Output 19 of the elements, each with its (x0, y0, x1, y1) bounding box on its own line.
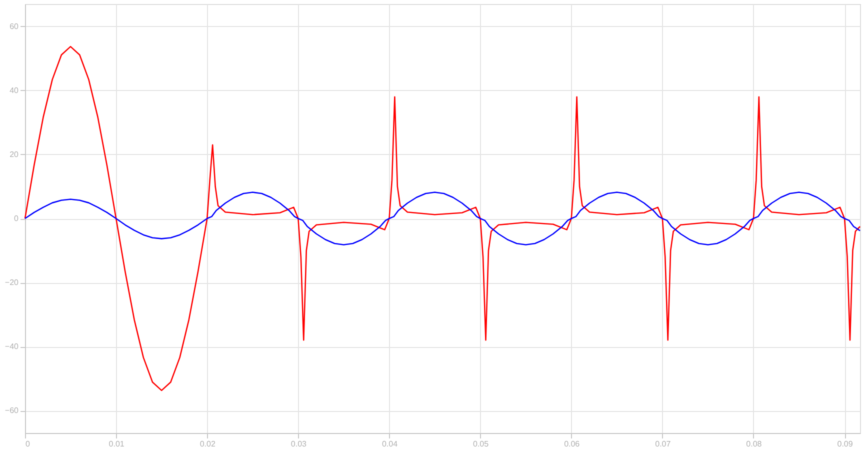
x-tick-label: 0 (26, 440, 30, 448)
x-tick-label: 0.04 (382, 440, 398, 448)
line-series (24, 46, 861, 392)
line-series (24, 192, 861, 246)
x-tick-label: 0.03 (290, 440, 308, 448)
y-tick-label: −60 (4, 406, 20, 416)
y-tick-label: −20 (4, 278, 20, 288)
x-tick-label: 0.05 (473, 440, 490, 448)
y-tick-label: 40 (10, 86, 20, 95)
y-tick-label: −40 (4, 342, 20, 352)
x-tick-label: 0.01 (108, 440, 125, 448)
x-tick-label: 0.07 (655, 440, 672, 448)
y-tick-label: 0 (14, 214, 20, 223)
x-tick-label: 0.08 (746, 440, 762, 448)
y-tick-label: 20 (10, 150, 20, 159)
x-tick-label: 0.09 (837, 440, 854, 448)
y-tick-label: 60 (10, 22, 20, 31)
x-tick-label: 0.02 (200, 440, 216, 448)
x-tick-label: 0.06 (564, 440, 580, 448)
